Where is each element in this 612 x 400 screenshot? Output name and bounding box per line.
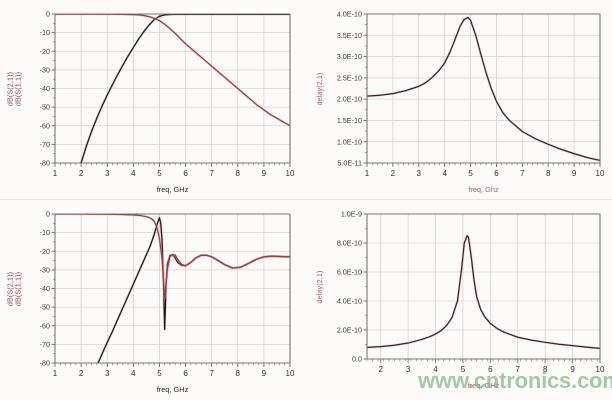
y-tick-label: 3.0E-10 bbox=[337, 52, 362, 61]
y-tick-label: 2.0E-10 bbox=[337, 326, 362, 335]
x-tick-label: 8 bbox=[546, 169, 551, 178]
plot-panel-bottom-left: 0 -10 -20 -30 -40 -50 -60 -70 -80 1 2 3 4 5 6 7 8 9 10 dB(… bbox=[0, 200, 306, 400]
x-tick-label: 5 bbox=[157, 169, 162, 178]
y-tick-label: 4.0E-10 bbox=[337, 297, 362, 306]
y-tick-label: -40 bbox=[40, 84, 50, 93]
x-tick-label: 3 bbox=[417, 169, 422, 178]
x-tick-label: 3 bbox=[406, 365, 411, 374]
x-tick-label: 3 bbox=[105, 169, 110, 178]
panel-divider bbox=[0, 199, 612, 200]
x-tick-label: 6 bbox=[183, 169, 188, 178]
x-tick-label: 5 bbox=[468, 169, 473, 178]
plot-panel-top-left: 0 -10 -20 -30 -40 -50 -60 -70 -80 1 2 3 4 5 6 7 8 9 10 dB(… bbox=[0, 0, 306, 200]
y-axis-label-bottom-left: dB(S(2,1)) dB(S(1,1)) bbox=[5, 271, 22, 306]
y-axis-label-line-1: delay(2,1) bbox=[315, 72, 324, 105]
x-tick-label: 6 bbox=[494, 169, 499, 178]
x-tick-label: 6 bbox=[183, 369, 188, 378]
x-tick-label: 8 bbox=[236, 369, 241, 378]
y-tick-label: -80 bbox=[40, 359, 50, 368]
y-tick-label: 4.0E-10 bbox=[337, 10, 362, 19]
y-tick-label: 8.0E-10 bbox=[337, 239, 362, 248]
x-tick-label: 7 bbox=[209, 169, 214, 178]
x-tick-label: 10 bbox=[286, 169, 295, 178]
y-tick-label: -40 bbox=[40, 284, 50, 293]
x-tick-label: 6 bbox=[488, 365, 493, 374]
y-tick-label: 1.5E-10 bbox=[337, 116, 362, 125]
x-tick-label: 4 bbox=[433, 365, 438, 374]
y-tick-label: -60 bbox=[40, 121, 50, 130]
y-tick-label: 0.0 bbox=[352, 355, 362, 364]
x-tick-label: 2 bbox=[391, 169, 396, 178]
y-tick-label: -10 bbox=[40, 228, 50, 237]
y-tick-label: -70 bbox=[40, 140, 50, 149]
x-axis-label-bottom-left: freq, GHz bbox=[156, 385, 189, 394]
x-tick-label: 4 bbox=[442, 169, 447, 178]
y-axis-label-bottom-right: delay(2,1) bbox=[315, 270, 324, 303]
plot-panel-top-right: 4.0E-10 3.5E-10 3.0E-10 2.5E-10 2.0E-10 1.5E-… bbox=[306, 0, 612, 200]
y-tick-label: -60 bbox=[40, 321, 50, 330]
x-tick-label: 5 bbox=[157, 369, 162, 378]
y-tick-label: 1.0E-9 bbox=[341, 210, 362, 219]
y-tick-label: 1.0E-10 bbox=[337, 137, 362, 146]
x-tick-label: 7 bbox=[520, 169, 525, 178]
x-tick-label: 9 bbox=[570, 365, 575, 374]
plot-svg-top-right: 4.0E-10 3.5E-10 3.0E-10 2.5E-10 2.0E-10 1.5E-… bbox=[306, 0, 612, 200]
x-axis-label-bottom-right: freq, GHz bbox=[467, 381, 500, 390]
x-tick-label: 9 bbox=[572, 169, 577, 178]
x-tick-label: 2 bbox=[79, 169, 84, 178]
y-tick-label: 0 bbox=[46, 210, 50, 219]
y-tick-label: 5.0E-11 bbox=[337, 159, 362, 168]
plot-svg-bottom-left: 0 -10 -20 -30 -40 -50 -60 -70 -801 2 3 4 5 6 7 8 9 10 bbox=[0, 200, 306, 400]
x-tick-label: 10 bbox=[286, 369, 295, 378]
x-tick-label: 8 bbox=[236, 169, 241, 178]
y-tick-label: 2.5E-10 bbox=[337, 73, 362, 82]
y-tick-label: -50 bbox=[40, 303, 50, 312]
plot-panel-bottom-right: 1.0E-9 8.0E-10 6.0E-10 4.0E-10 2.0E-10 0.0 2 3 4… bbox=[306, 200, 612, 400]
y-tick-label: 6.0E-10 bbox=[337, 268, 362, 277]
x-tick-label: 7 bbox=[209, 369, 214, 378]
x-axis-label-top-right: freq, Ghz bbox=[468, 185, 499, 194]
x-tick-label: 1 bbox=[53, 169, 58, 178]
y-tick-label: 3.5E-10 bbox=[337, 31, 362, 40]
x-tick-label: 2 bbox=[79, 369, 84, 378]
x-tick-label: 5 bbox=[461, 365, 466, 374]
y-axis-label-top-right: delay(2,1) bbox=[315, 72, 324, 105]
y-tick-label: -10 bbox=[40, 28, 50, 37]
y-tick-label: -50 bbox=[40, 103, 50, 112]
plot-svg-bottom-right: 1.0E-9 8.0E-10 6.0E-10 4.0E-10 2.0E-10 0.0 2 3 4… bbox=[306, 200, 612, 400]
y-axis-label-line-2: dB(S(1,1)) bbox=[13, 71, 22, 106]
y-tick-label: -20 bbox=[40, 47, 50, 56]
y-tick-label: 2.0E-10 bbox=[337, 95, 362, 104]
x-tick-label: 4 bbox=[131, 369, 136, 378]
plot-svg-top-left: 0 -10 -20 -30 -40 -50 -60 -70 -801 2 3 4 5 6 7 8 9 10 bbox=[0, 0, 306, 200]
y-tick-label: -30 bbox=[40, 265, 50, 274]
y-axis-label-top-left: dB(S(2,1)) dB(S(1,1)) bbox=[5, 71, 22, 106]
x-tick-label: 9 bbox=[262, 369, 267, 378]
x-tick-label: 1 bbox=[53, 369, 58, 378]
x-tick-label: 4 bbox=[131, 169, 136, 178]
y-tick-label: -20 bbox=[40, 247, 50, 256]
x-tick-label: 10 bbox=[596, 169, 605, 178]
x-axis-label-top-left: freq, GHz bbox=[156, 185, 189, 194]
x-tick-label: 1 bbox=[365, 169, 370, 178]
x-tick-label: 2 bbox=[378, 365, 383, 374]
y-axis-label-line-2: dB(S(1,1)) bbox=[13, 271, 22, 306]
x-tick-label: 3 bbox=[105, 369, 110, 378]
y-tick-label: -30 bbox=[40, 65, 50, 74]
x-tick-label: 8 bbox=[543, 365, 548, 374]
y-tick-label: 0 bbox=[46, 10, 50, 19]
x-tick-label: 7 bbox=[516, 365, 521, 374]
y-axis-label-line-1: delay(2,1) bbox=[315, 270, 324, 303]
y-tick-label: -70 bbox=[40, 340, 50, 349]
x-tick-label: 9 bbox=[262, 169, 267, 178]
y-tick-label: -80 bbox=[40, 159, 50, 168]
x-tick-label: 10 bbox=[596, 365, 605, 374]
